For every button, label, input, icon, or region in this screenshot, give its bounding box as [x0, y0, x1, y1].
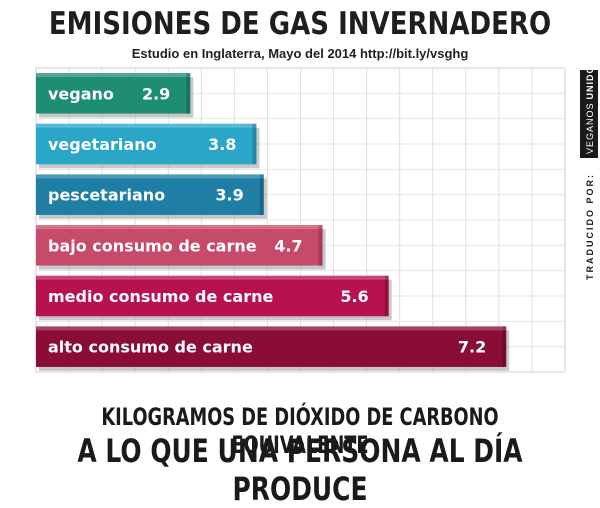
bar-value-label: 7.2: [458, 338, 486, 357]
chart-title: EMISIONES DE GAS INVERNADERO: [48, 6, 552, 42]
bar-edge: [186, 73, 191, 114]
footer-line-2: A LO QUE UNA PERSONA AL DÍA PRODUCE: [77, 432, 523, 508]
credit-brand-light: VEGANOS: [585, 102, 595, 154]
chart-subtitle: Estudio en Inglaterra, Mayo del 2014 htt…: [131, 46, 469, 61]
bar-category-label: medio consumo de carne: [48, 287, 273, 306]
bar-edge: [502, 326, 507, 367]
bar-edge: [252, 123, 257, 165]
bar-value-label: 4.7: [274, 236, 302, 255]
credit-tab-svg: TRADUCIDO POR: VEGANOS UNIDOS: [580, 70, 598, 280]
bar-value-label: 3.8: [208, 135, 236, 154]
bar: [36, 225, 323, 266]
bar-highlight: [36, 73, 191, 78]
bar-value-label: 2.9: [142, 84, 170, 103]
bar-category-label: vegano: [48, 84, 114, 103]
credit-brand-text: VEGANOS UNIDOS: [585, 70, 595, 154]
bar-category-label: bajo consumo de carne: [48, 236, 257, 255]
bar-edge: [318, 225, 323, 266]
bar: [36, 73, 191, 114]
bar-highlight: [36, 123, 257, 128]
bar-highlight: [36, 174, 264, 179]
bar-highlight: [36, 275, 389, 280]
chart-bars: vegano 2.9 vegetariano 3.8 pescetariano 3.9 ba…: [36, 73, 510, 371]
credit-brand-bold: UNIDOS: [585, 70, 595, 99]
bar-value-label: 5.6: [340, 287, 368, 306]
bar: [36, 275, 389, 317]
bar-highlight: [36, 225, 323, 230]
credit-brand-background: [580, 70, 598, 158]
bar-category-label: vegetariano: [48, 135, 157, 154]
chart-grid: [35, 67, 566, 373]
bar-edge: [259, 174, 264, 215]
footer-line-1: KILOGRAMOS DE DIÓXIDO DE CARBONO EQUIVAL…: [101, 403, 499, 459]
bar-chart-svg: vegano 2.9 vegetariano 3.8 pescetariano 3.9 ba…: [35, 67, 566, 373]
bar-highlight: [36, 326, 507, 331]
credit-prefix-text: TRADUCIDO POR:: [585, 173, 595, 280]
credit-tab: TRADUCIDO POR: VEGANOS UNIDOS: [580, 70, 598, 290]
bar-category-label: pescetariano: [48, 186, 165, 205]
bar: [36, 123, 257, 165]
bar-value-label: 3.9: [215, 186, 243, 205]
bar-edge: [384, 275, 389, 317]
bar: [36, 174, 264, 215]
bar-category-label: alto consumo de carne: [48, 338, 253, 357]
bar: [36, 326, 507, 367]
bar-chart: vegano 2.9 vegetariano 3.8 pescetariano 3.9 ba…: [0, 60, 572, 380]
